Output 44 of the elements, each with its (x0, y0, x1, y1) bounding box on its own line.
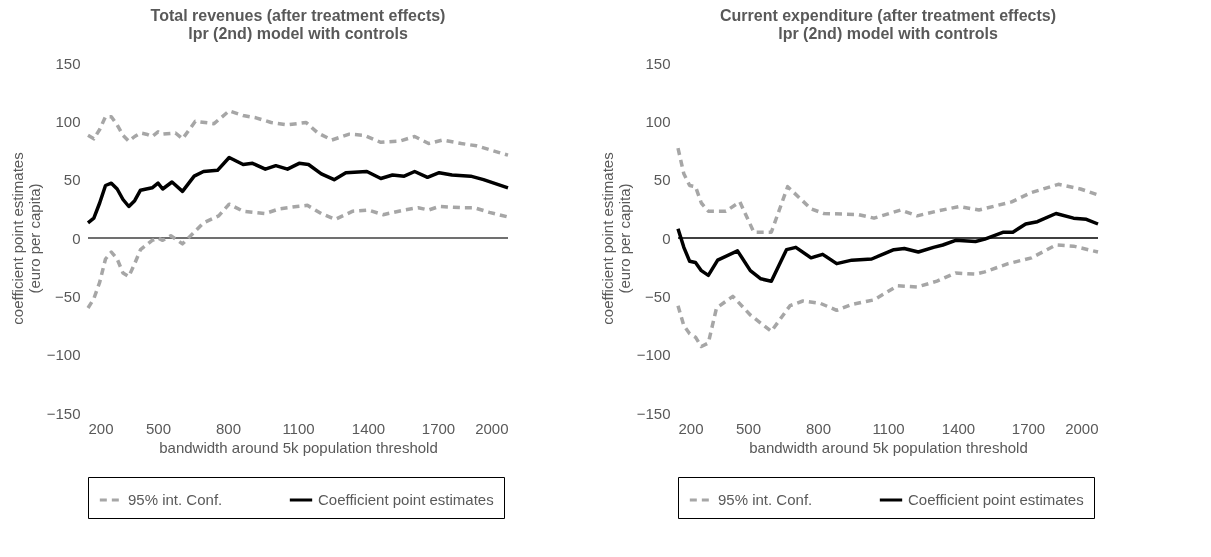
chart-title: Current expenditure (after treatment effects) lpr (2nd) model with controls (719, 7, 1057, 42)
line-series (676, 146, 1100, 234)
legend-label: 95% int. Conf. (128, 491, 223, 508)
x-tick-label: 1100 (282, 419, 315, 437)
x-tick-label: 1700 (1011, 419, 1046, 437)
y-tick-label: −100 (46, 346, 81, 364)
x-tick-label: 1100 (872, 419, 905, 437)
y-tick-label: 150 (55, 54, 81, 72)
y-tick-label: 150 (645, 54, 671, 72)
x-tick-label: 200 (678, 419, 704, 437)
legend-label: 95% int. Conf. (718, 491, 813, 508)
y-tick-label: 0 (72, 229, 81, 247)
y-tick-label: 50 (63, 171, 81, 189)
y-tick-label: 100 (645, 112, 671, 130)
x-tick-label: 800 (805, 419, 832, 437)
x-axis-title: bandwidth around 5k population threshold (159, 438, 438, 456)
y-tick-label: −150 (46, 404, 81, 422)
x-tick-label: 2000 (475, 419, 509, 437)
x-tick-label: 1400 (941, 419, 976, 437)
line-series (86, 155, 510, 225)
x-axis-title: bandwidth around 5k population threshold (749, 438, 1028, 456)
y-tick-label: −100 (636, 346, 671, 364)
x-tick-label: 2000 (1065, 419, 1099, 437)
line-series (86, 109, 510, 157)
y-axis-title: coefficient point estimates (euro per capita) (8, 152, 43, 325)
chart-title: Total revenues (after treatment effects) lpr (2nd) model with controls (150, 7, 446, 42)
line-series (86, 202, 510, 310)
y-tick-label: 50 (653, 171, 671, 189)
legend-label: Coefficient point estimates (318, 491, 494, 508)
y-tick-label: −50 (55, 287, 81, 305)
x-tick-label: 800 (215, 419, 242, 437)
x-tick-label: 1700 (421, 419, 456, 437)
y-tick-label: −50 (645, 287, 671, 305)
line-series (676, 243, 1100, 349)
y-tick-label: −150 (636, 404, 671, 422)
y-tick-label: 0 (662, 229, 671, 247)
x-tick-label: 500 (145, 419, 172, 437)
x-tick-label: 1400 (351, 419, 386, 437)
line-series (676, 211, 1100, 283)
y-axis-title: coefficient point estimates (euro per capita) (598, 152, 633, 325)
x-tick-label: 500 (735, 419, 762, 437)
x-tick-label: 200 (88, 419, 114, 437)
y-tick-label: 100 (55, 112, 81, 130)
legend-label: Coefficient point estimates (908, 491, 1084, 508)
